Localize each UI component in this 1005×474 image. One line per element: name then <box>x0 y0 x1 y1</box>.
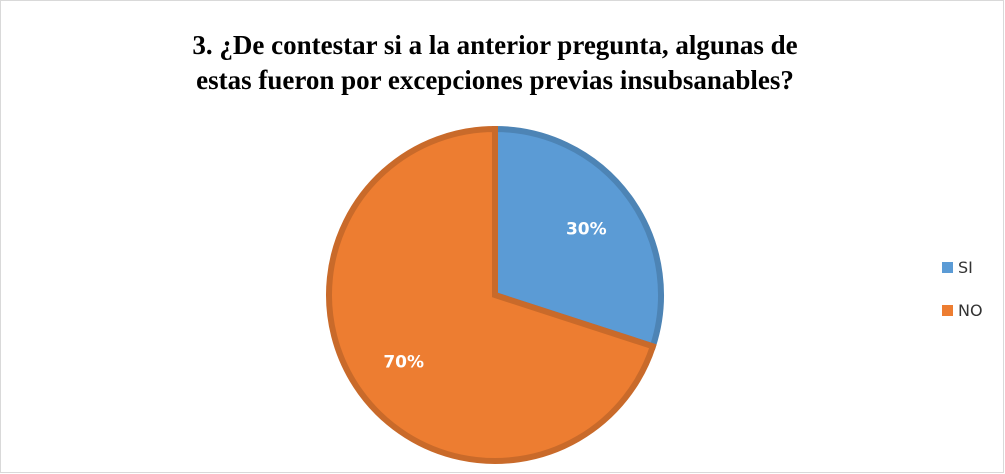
legend-marker <box>942 262 953 273</box>
pie-slice <box>326 125 657 464</box>
data-label: 70% <box>383 352 424 372</box>
legend-label: NO <box>958 301 983 320</box>
legend-label: SI <box>958 258 973 277</box>
chart-title: estas fueron por excepciones previas ins… <box>196 65 794 95</box>
legend-marker <box>942 305 953 316</box>
data-label: 30% <box>566 220 607 240</box>
pie-slice <box>492 125 664 351</box>
chart-title: 3. ¿De contestar si a la anterior pregun… <box>192 30 797 60</box>
